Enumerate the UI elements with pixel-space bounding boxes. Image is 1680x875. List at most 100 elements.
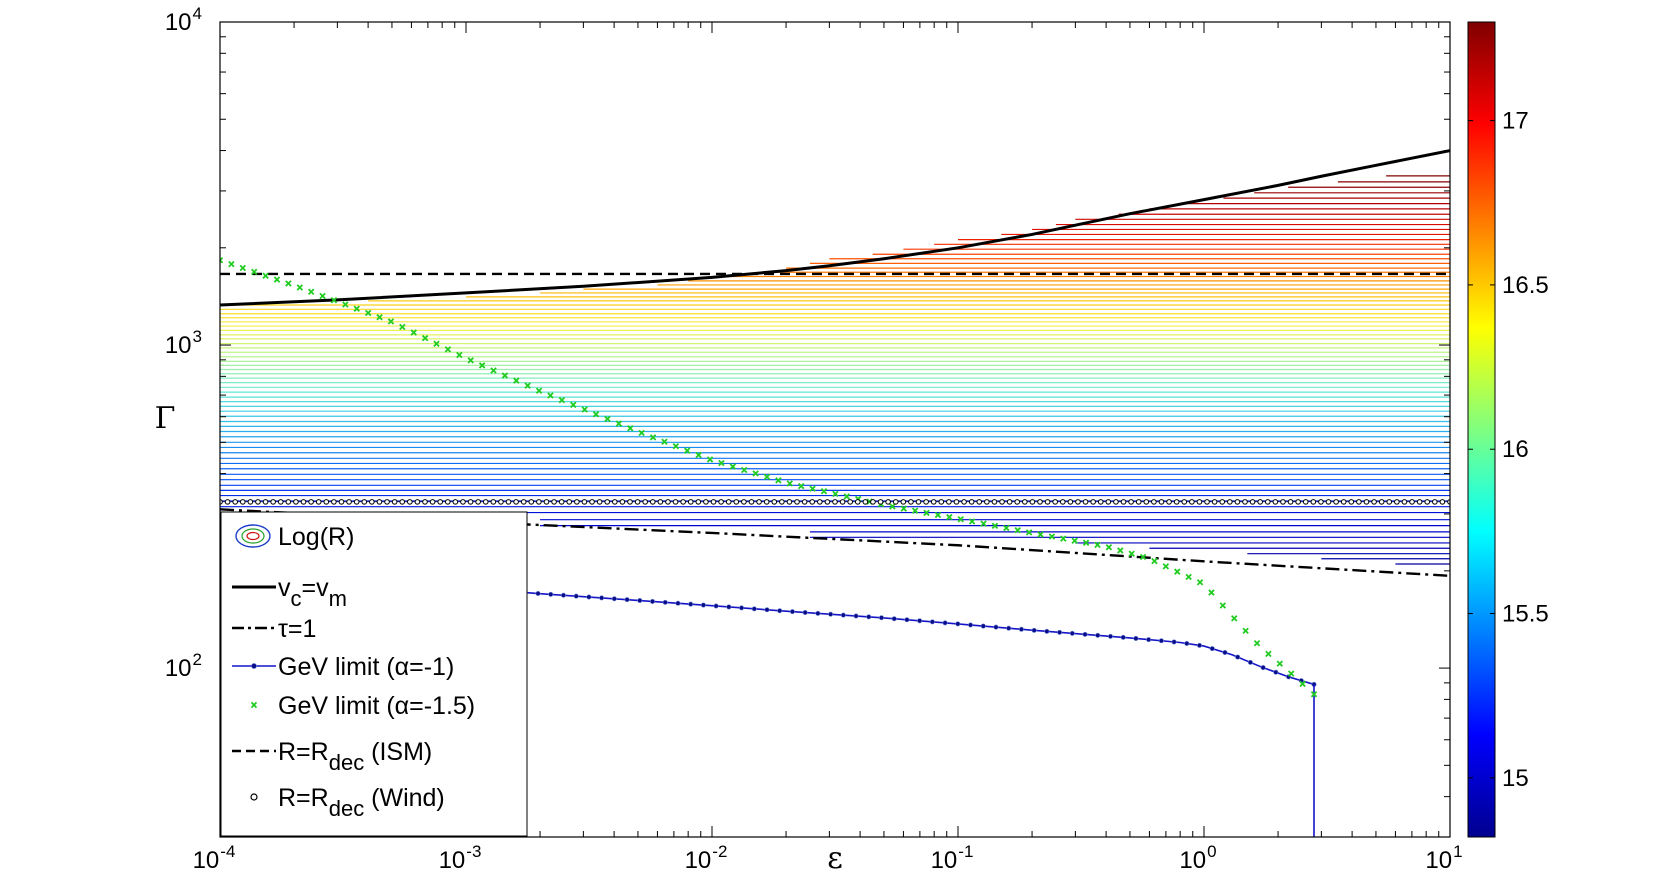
colorbar-tick-label: 16.5 (1502, 272, 1549, 299)
gev-limit-alpha1-marker (917, 618, 923, 624)
wind-marker (353, 499, 360, 505)
wind-marker (801, 499, 808, 505)
wind-marker (300, 499, 307, 505)
wind-marker (915, 499, 922, 505)
wind-marker (832, 499, 838, 505)
gev-limit-alpha1-marker (548, 591, 554, 597)
gev-limit-alpha15-marker (729, 463, 737, 470)
gev-limit-alpha15-marker (1174, 568, 1181, 575)
wind-marker (224, 499, 231, 505)
gev-limit-alpha15-marker (1208, 589, 1215, 596)
gev-limit-alpha15-marker (911, 507, 919, 514)
wind-marker (1105, 499, 1112, 505)
wind-marker (270, 499, 276, 505)
gev-limit-alpha1-marker (1095, 632, 1101, 638)
wind-marker (581, 499, 588, 505)
gev-limit-alpha15-marker (399, 323, 406, 331)
x-tick-label: 10-1 (931, 842, 974, 874)
wind-marker (536, 499, 542, 505)
wind-marker (346, 499, 352, 505)
gev-limit-alpha15-marker (706, 456, 714, 463)
wind-marker (414, 499, 421, 505)
gev-limit-alpha1-marker (726, 604, 732, 610)
wind-marker (505, 499, 512, 505)
wind-marker (1181, 499, 1188, 505)
colorbar-tick-label: 15.5 (1502, 601, 1549, 628)
wind-marker (361, 499, 368, 505)
vc-vm-line (220, 149, 1450, 307)
wind-marker (1386, 499, 1393, 505)
gev-limit-alpha1-marker (1209, 646, 1215, 652)
wind-marker (460, 499, 466, 505)
wind-marker (232, 499, 238, 505)
gev-limit-alpha1-marker (637, 598, 643, 604)
wind-marker (968, 499, 975, 505)
gev-limit-alpha15-marker (718, 459, 725, 467)
wind-marker (1302, 499, 1309, 505)
gev-limit-alpha15-marker (934, 511, 942, 519)
gev-limit-alpha15-marker (672, 442, 680, 450)
gev-limit-alpha15-marker (1060, 535, 1067, 542)
gev-limit-alpha15-marker (1003, 524, 1010, 532)
wind-marker (566, 499, 573, 505)
gev-limit-alpha15-marker (1253, 640, 1261, 647)
gev-limit-alpha1-marker (675, 600, 681, 606)
wind-marker (338, 499, 345, 505)
wind-marker (999, 499, 1005, 505)
wind-marker (627, 499, 633, 505)
wind-marker (1067, 499, 1074, 505)
wind-marker (520, 499, 527, 505)
wind-marker (634, 499, 641, 505)
gev-limit-alpha1-marker (1171, 639, 1177, 645)
wind-marker (786, 499, 793, 505)
wind-marker (1082, 499, 1089, 505)
gev-limit-alpha1-marker (942, 620, 948, 626)
wind-marker (1029, 499, 1036, 505)
gev-limit-alpha1-marker (586, 594, 592, 600)
gev-limit-alpha15-marker (1265, 650, 1272, 658)
legend-circle-icon (250, 793, 258, 801)
gev-limit-alpha15-marker (513, 377, 520, 384)
gev-limit-alpha1-marker (624, 597, 630, 603)
gev-limit-alpha15-marker (570, 401, 577, 409)
gev-limit-alpha15-marker (547, 392, 554, 399)
legend-label: R=Rdec (Wind) (278, 784, 445, 821)
gev-limit-alpha15-marker (1025, 529, 1033, 536)
gev-limit-alpha15-marker (1230, 615, 1238, 622)
wind-marker (490, 499, 497, 505)
gev-limit-alpha15-marker (1139, 553, 1147, 561)
wind-marker (756, 499, 762, 505)
wind-marker (498, 499, 504, 505)
wind-marker (1166, 499, 1172, 505)
wind-marker (672, 499, 679, 505)
x-tick-label: 10-2 (685, 842, 728, 874)
y-tick-exponent: 3 (193, 327, 202, 346)
gev-limit-alpha15-marker (1105, 543, 1113, 551)
gev-limit-alpha1-marker (713, 603, 719, 609)
wind-marker (604, 499, 611, 505)
wind-marker (1097, 499, 1104, 505)
wind-marker (930, 499, 937, 505)
gev-limit-alpha1-marker (993, 624, 999, 630)
gev-limit-alpha1-marker (904, 617, 910, 623)
gev-limit-alpha15-marker (740, 466, 748, 474)
legend-greenx-icon (250, 701, 258, 709)
wind-marker (262, 499, 269, 505)
wind-marker (1409, 499, 1415, 505)
wind-marker (908, 499, 914, 505)
gev-limit-alpha15-marker (410, 329, 417, 336)
wind-marker (452, 499, 459, 505)
y-tick-exponent: 4 (193, 4, 202, 23)
wind-marker (839, 499, 846, 505)
gev-limit-alpha1-marker (1260, 665, 1266, 671)
x-tick-exponent: -1 (958, 842, 973, 861)
legend-item: GeV limit (α=-1.5) (250, 692, 475, 720)
legend-label: τ=1 (278, 615, 316, 643)
wind-marker (710, 499, 717, 505)
wind-marker (589, 499, 595, 505)
wind-marker (1356, 499, 1362, 505)
gev-limit-alpha15-marker (220, 257, 224, 264)
gev-limit-alpha15-marker (342, 301, 349, 308)
wind-marker (847, 499, 853, 505)
